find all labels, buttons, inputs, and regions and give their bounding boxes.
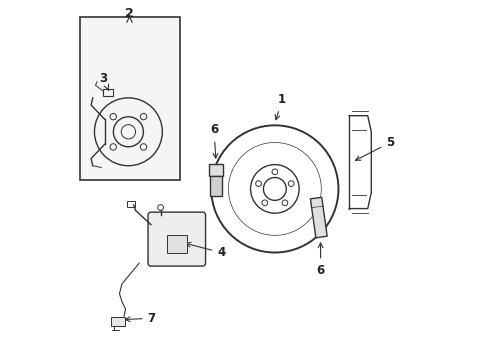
Bar [111, 317, 124, 326]
Polygon shape [310, 197, 326, 238]
Text: 5: 5 [355, 136, 393, 160]
Bar [80, 18, 180, 180]
Bar [208, 164, 223, 176]
Text: 6: 6 [209, 123, 218, 158]
Text: 3: 3 [99, 72, 108, 90]
Bar [209, 176, 222, 196]
Text: 7: 7 [125, 312, 155, 325]
Text: 2: 2 [125, 8, 134, 21]
Bar [166, 235, 186, 252]
Bar [102, 89, 113, 96]
FancyBboxPatch shape [148, 212, 205, 266]
Text: 1: 1 [275, 93, 285, 120]
Bar [127, 201, 135, 207]
Text: 6: 6 [316, 243, 324, 276]
Text: 4: 4 [185, 242, 225, 259]
